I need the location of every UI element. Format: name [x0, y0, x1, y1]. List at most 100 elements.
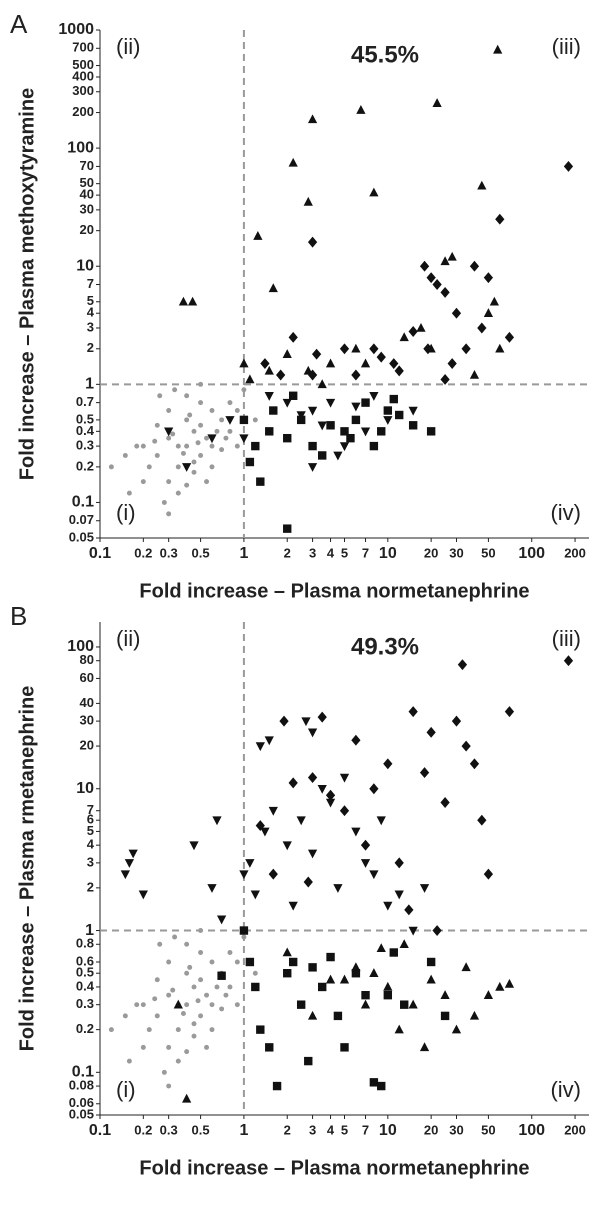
- data-point: [399, 332, 409, 342]
- y-tick-label: 10: [76, 257, 94, 274]
- data-point: [198, 381, 204, 387]
- data-point: [283, 524, 292, 533]
- data-point: [241, 387, 247, 393]
- data-point: [166, 435, 172, 441]
- data-point: [234, 1002, 240, 1008]
- data-point: [447, 358, 457, 369]
- data-point: [307, 728, 318, 738]
- data-point: [245, 957, 255, 967]
- percent-label: 45.5%: [351, 41, 419, 68]
- data-point: [369, 441, 379, 451]
- x-tick-label: 200: [564, 545, 586, 560]
- data-point: [461, 962, 471, 972]
- data-point: [223, 992, 229, 998]
- data-point: [288, 957, 298, 967]
- data-point: [395, 410, 404, 420]
- data-point: [333, 451, 343, 461]
- data-point: [184, 417, 190, 423]
- data-point: [245, 457, 255, 467]
- data-point: [495, 213, 505, 225]
- data-point: [318, 982, 327, 992]
- x-tick-label: 5: [341, 1122, 348, 1137]
- data-point: [180, 450, 186, 456]
- data-point: [282, 349, 292, 358]
- data-point: [303, 196, 313, 206]
- y-tick-label: 0.5: [76, 965, 94, 980]
- data-point: [351, 734, 361, 746]
- data-point: [239, 415, 249, 425]
- data-point: [451, 715, 462, 727]
- data-point: [184, 393, 190, 399]
- data-point: [326, 421, 335, 430]
- data-point: [256, 1025, 265, 1034]
- data-point: [187, 964, 193, 970]
- data-point: [383, 901, 393, 911]
- data-point: [214, 984, 220, 990]
- y-tick-label: 1: [85, 922, 94, 939]
- data-point: [184, 482, 190, 488]
- data-point: [376, 816, 386, 826]
- data-point: [440, 990, 450, 999]
- data-point: [317, 379, 327, 389]
- data-point: [301, 717, 311, 727]
- data-point: [451, 1024, 462, 1034]
- y-tick-label: 7: [87, 802, 94, 817]
- y-tick-label: 70: [80, 158, 94, 173]
- data-point: [563, 655, 574, 667]
- data-point: [175, 490, 181, 496]
- data-point: [219, 447, 225, 453]
- data-point: [198, 400, 204, 406]
- data-point: [239, 434, 249, 444]
- data-point: [307, 114, 318, 124]
- data-point: [351, 969, 361, 978]
- data-point: [369, 391, 379, 401]
- y-tick-label: 400: [72, 68, 94, 83]
- data-point: [128, 849, 138, 859]
- data-point: [209, 408, 215, 414]
- data-point: [369, 783, 379, 795]
- y-tick-label: 0.3: [76, 438, 94, 453]
- y-tick-label: 1: [85, 376, 94, 393]
- y-tick-label: 5: [87, 823, 94, 838]
- quadrant-label: (iii): [552, 34, 581, 59]
- data-point: [260, 358, 270, 369]
- data-point: [307, 772, 318, 783]
- data-point: [311, 348, 322, 360]
- data-point: [426, 957, 436, 967]
- y-tick-label: 1000: [58, 21, 94, 38]
- y-tick-label: 2: [87, 340, 94, 355]
- data-point: [146, 1027, 152, 1033]
- data-point: [432, 925, 442, 936]
- data-point: [383, 981, 393, 991]
- data-point: [389, 358, 399, 369]
- data-point: [198, 1013, 204, 1019]
- data-point: [138, 890, 148, 900]
- data-point: [198, 422, 204, 428]
- data-point: [408, 406, 418, 416]
- data-point: [346, 433, 355, 443]
- data-point: [209, 1027, 215, 1033]
- data-point: [489, 296, 499, 306]
- x-tick-label: 10: [379, 1122, 397, 1139]
- data-point: [216, 915, 227, 925]
- x-tick-label: 0.5: [192, 1122, 210, 1137]
- y-tick-label: 5: [87, 293, 94, 308]
- y-tick-label: 30: [80, 713, 94, 728]
- data-point: [563, 160, 574, 172]
- y-tick-label: 200: [72, 104, 94, 119]
- data-point: [175, 443, 181, 449]
- x-tick-label: 20: [424, 1122, 438, 1137]
- data-point: [383, 406, 393, 415]
- data-point: [408, 326, 418, 337]
- x-tick-label: 0.1: [89, 545, 111, 562]
- data-point: [426, 974, 436, 984]
- data-point: [195, 998, 201, 1004]
- data-point: [440, 286, 450, 298]
- y-tick-label: 0.05: [69, 1106, 94, 1121]
- data-point: [477, 322, 487, 334]
- data-point: [191, 469, 197, 475]
- data-point: [369, 343, 379, 355]
- data-point: [432, 279, 442, 290]
- data-point: [184, 443, 190, 449]
- data-point: [307, 369, 318, 381]
